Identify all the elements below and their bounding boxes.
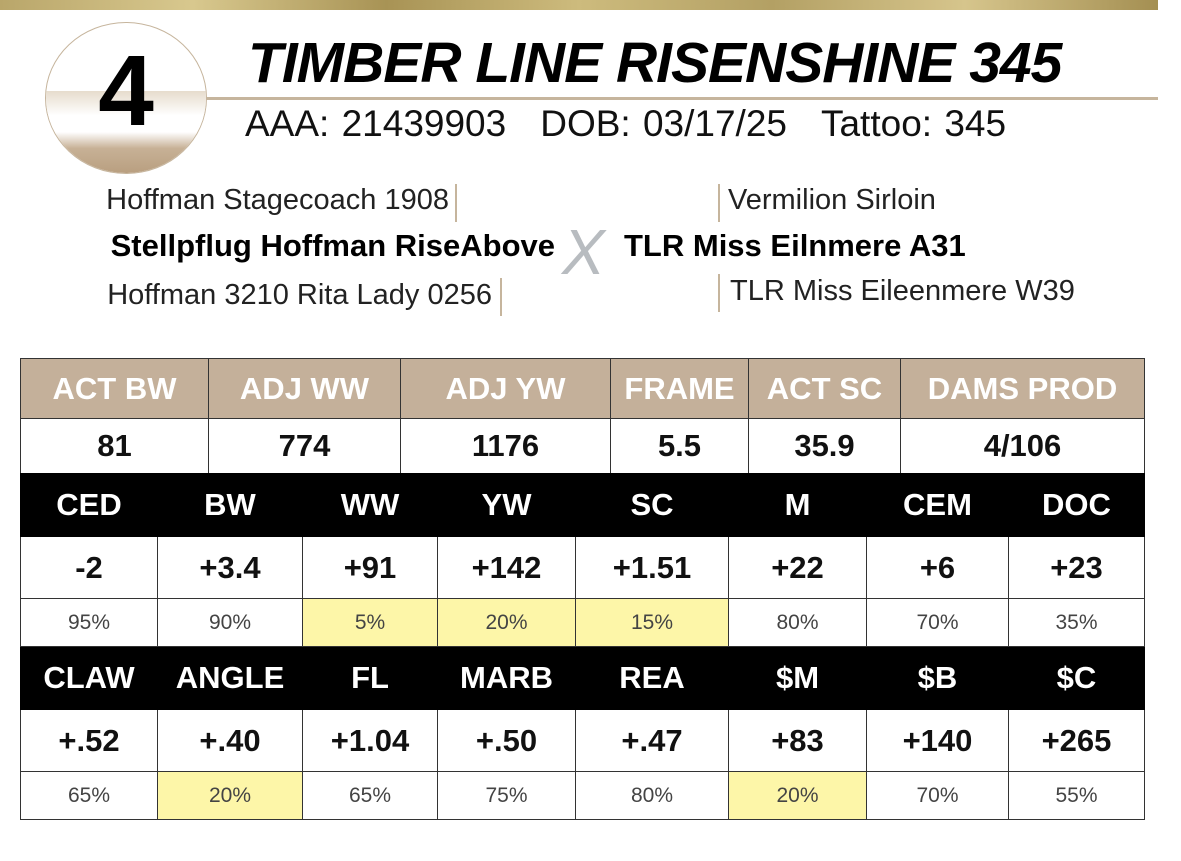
dam-dam: TLR Miss Eileenmere W39 (730, 275, 1075, 307)
epd-value: +.47 (575, 709, 729, 772)
epd-value: +3.4 (157, 536, 303, 599)
epd-header: MARB (437, 646, 576, 710)
column-header: ADJ YW (400, 358, 611, 419)
performance-value: 4/106 (900, 418, 1145, 474)
dam: TLR Miss Eilnmere A31 (624, 228, 966, 263)
epd-value: +83 (728, 709, 867, 772)
performance-value: 774 (208, 418, 401, 474)
column-header: ACT SC (748, 358, 901, 419)
performance-value: 81 (20, 418, 209, 474)
registration-number: AAA: 21439903 (245, 103, 507, 144)
epd-value: +1.51 (575, 536, 729, 599)
epd-header: DOC (1008, 473, 1145, 537)
pedigree-bar (500, 278, 502, 316)
animal-name: TIMBER LINE RISENSHINE 345 (248, 31, 1062, 95)
epd-header: YW (437, 473, 576, 537)
performance-value: 35.9 (748, 418, 901, 474)
column-header: ACT BW (20, 358, 209, 419)
epd-header: BW (157, 473, 303, 537)
percentile-rank: 35% (1008, 598, 1145, 647)
pedigree-bar (718, 274, 720, 312)
epd-header: ANGLE (157, 646, 303, 710)
epd-value: +1.04 (302, 709, 438, 772)
epd-header: WW (302, 473, 438, 537)
epd-header: $M (728, 646, 867, 710)
epd-header: CEM (866, 473, 1009, 537)
epd-header: FL (302, 646, 438, 710)
lot-number: 4 (98, 35, 154, 147)
epd-value: +265 (1008, 709, 1145, 772)
epd-table: CED BW WW YW SC M CEM DOC -2 +3.4 +91 +142 +1.51 +22… (20, 473, 1145, 820)
pedigree-bar (718, 184, 720, 222)
epd-header: REA (575, 646, 729, 710)
sire-dam: Hoffman 3210 Rita Lady 0256 (107, 279, 492, 311)
title-divider (206, 97, 1158, 100)
sire: Stellpflug Hoffman RiseAbove (110, 228, 555, 263)
mountain-icon (46, 90, 206, 173)
header-photo-strip (0, 0, 1158, 10)
sire-sire: Hoffman Stagecoach 1908 (106, 184, 449, 216)
epd-header: SC (575, 473, 729, 537)
epd-value: -2 (20, 536, 158, 599)
percentile-rank: 20% (157, 771, 303, 820)
tattoo: Tattoo: 345 (820, 103, 1007, 144)
performance-value: 5.5 (610, 418, 749, 474)
percentile-rank: 20% (728, 771, 867, 820)
epd-value: +6 (866, 536, 1009, 599)
percentile-rank: 65% (302, 771, 438, 820)
percentile-rank: 65% (20, 771, 158, 820)
epd-value: +22 (728, 536, 867, 599)
epd-value: +.50 (437, 709, 576, 772)
epd-value: +23 (1008, 536, 1145, 599)
epd-value: +140 (866, 709, 1009, 772)
percentile-rank: 15% (575, 598, 729, 647)
epd-header: CLAW (20, 646, 158, 710)
dam-sire: Vermilion Sirloin (728, 184, 936, 216)
epd-value: +91 (302, 536, 438, 599)
date-of-birth: DOB: 03/17/25 (540, 103, 787, 144)
performance-value: 1176 (400, 418, 611, 474)
percentile-rank: 55% (1008, 771, 1145, 820)
epd-header: $C (1008, 646, 1145, 710)
performance-table: ACT BW ADJ WW ADJ YW FRAME ACT SC DAMS PROD 8… (20, 358, 1145, 474)
animal-info: AAA: 21439903 DOB: 03/17/25 Tattoo: 345 (245, 103, 1006, 145)
percentile-rank: 20% (437, 598, 576, 647)
percentile-rank: 70% (866, 598, 1009, 647)
percentile-rank: 80% (728, 598, 867, 647)
percentile-rank: 70% (866, 771, 1009, 820)
epd-value: +142 (437, 536, 576, 599)
lot-logo: 4 (45, 22, 207, 174)
epd-header: M (728, 473, 867, 537)
column-header: ADJ WW (208, 358, 401, 419)
column-header: FRAME (610, 358, 749, 419)
epd-value: +.52 (20, 709, 158, 772)
column-header: DAMS PROD (900, 358, 1145, 419)
cross-icon: X (562, 216, 605, 288)
percentile-rank: 90% (157, 598, 303, 647)
percentile-rank: 75% (437, 771, 576, 820)
percentile-rank: 95% (20, 598, 158, 647)
pedigree-bar (455, 184, 457, 222)
epd-value: +.40 (157, 709, 303, 772)
percentile-rank: 5% (302, 598, 438, 647)
epd-header: CED (20, 473, 158, 537)
epd-header: $B (866, 646, 1009, 710)
percentile-rank: 80% (575, 771, 729, 820)
